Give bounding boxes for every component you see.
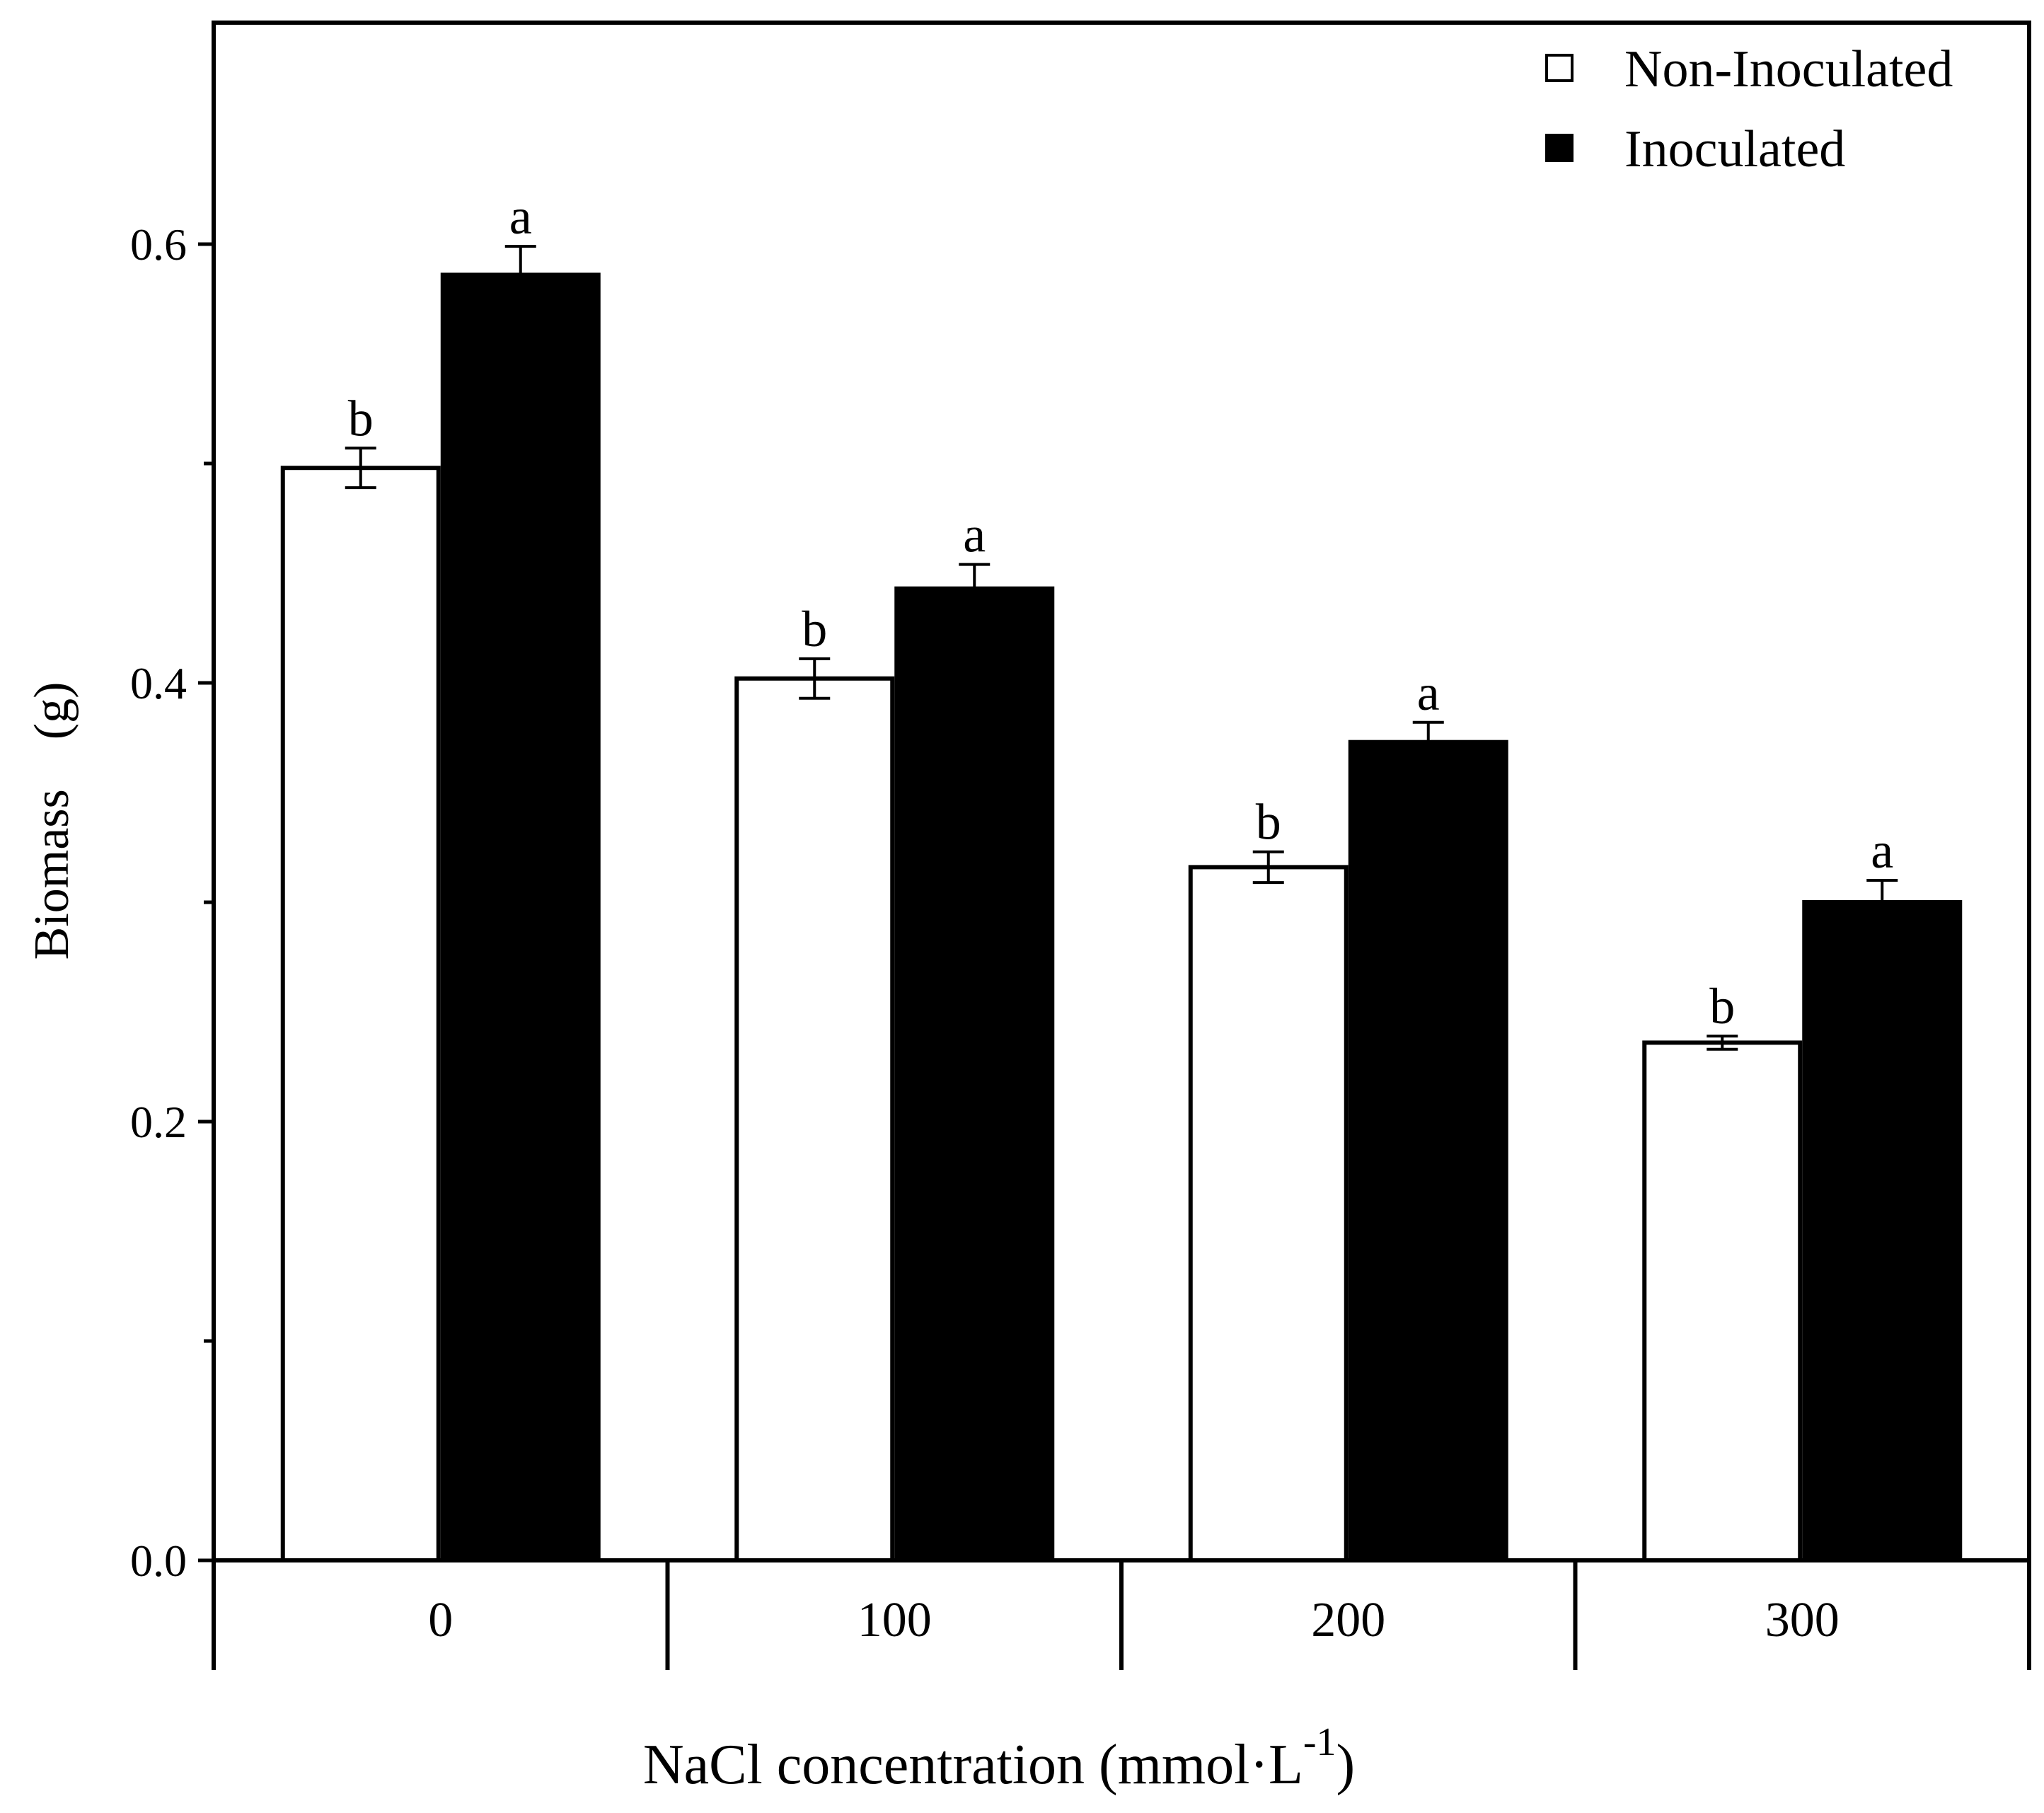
significance-letter: b [1709, 978, 1735, 1035]
y-tick-label: 0.2 [130, 1097, 187, 1147]
y-tick-label: 0.4 [130, 658, 187, 708]
x-axis-label-main: NaCl concentration (mmol·L [643, 1734, 1303, 1796]
significance-letter: b [348, 390, 374, 447]
bar-inoculated [440, 272, 601, 1562]
bar-non-inoculated [1188, 865, 1349, 1562]
bar-inoculated [894, 586, 1055, 1563]
significance-letter: a [1417, 664, 1440, 721]
legend-label-inoculated: Inoculated [1624, 120, 1845, 178]
x-axis-label-close: ) [1336, 1734, 1356, 1796]
legend-swatch-inoculated [1545, 134, 1574, 162]
bar-non-inoculated [734, 676, 895, 1562]
significance-letter: a [963, 507, 986, 563]
significance-letter: b [1256, 794, 1281, 851]
plot-area: 0.0 0.2 0.4 0.6 0 100 200 300 b a b a b a b a [130, 21, 2031, 1670]
y-tick-label: 0.0 [130, 1536, 187, 1586]
x-tick-label: 300 [1765, 1593, 1840, 1647]
significance-letter: a [509, 188, 532, 245]
x-tick-label: 200 [1311, 1593, 1385, 1647]
y-axis-label: Biomass (g) [25, 682, 79, 960]
significance-letter: a [1871, 822, 1893, 879]
bar-inoculated [1802, 900, 1963, 1562]
significance-letter: b [802, 601, 827, 657]
x-axis-label-superscript: -1 [1303, 1720, 1336, 1764]
legend-label-non-inoculated: Non-Inoculated [1624, 40, 1953, 98]
bar-non-inoculated [1642, 1040, 1803, 1562]
legend-swatch-non-inoculated [1545, 54, 1574, 82]
x-tick-label: 0 [428, 1593, 453, 1647]
x-axis-label: NaCl concentration (mmol·L-1) [643, 1720, 1355, 1796]
x-tick-label: 100 [858, 1593, 932, 1647]
bar-non-inoculated [280, 466, 441, 1563]
bar-inoculated [1348, 739, 1508, 1562]
y-tick-label: 0.6 [130, 219, 187, 270]
legend: Non-Inoculated Inoculated [1545, 40, 1953, 178]
